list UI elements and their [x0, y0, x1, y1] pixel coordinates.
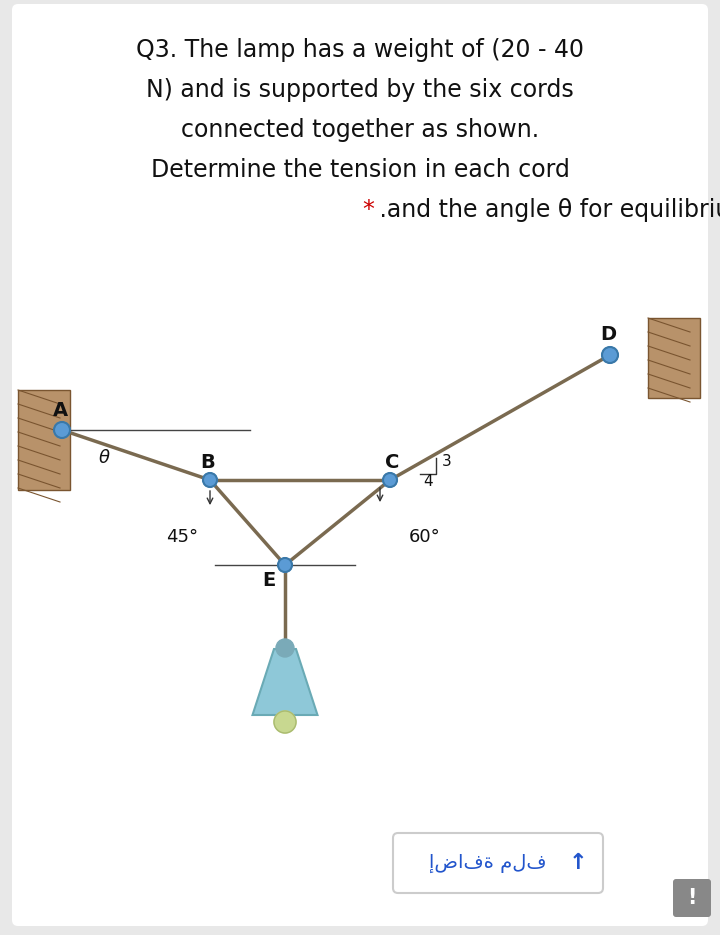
Polygon shape: [253, 649, 318, 715]
Text: θ: θ: [99, 449, 109, 467]
Text: N) and is supported by the six cords: N) and is supported by the six cords: [146, 78, 574, 102]
Circle shape: [274, 711, 296, 733]
Text: Q3. The lamp has a weight of (20 - 40: Q3. The lamp has a weight of (20 - 40: [136, 38, 584, 62]
Text: 45°: 45°: [166, 528, 198, 546]
Circle shape: [383, 473, 397, 487]
Circle shape: [203, 473, 217, 487]
Text: C: C: [384, 453, 399, 471]
Text: connected together as shown.: connected together as shown.: [181, 118, 539, 142]
Text: إضافة ملف: إضافة ملف: [429, 854, 546, 872]
Text: E: E: [262, 571, 276, 591]
Bar: [18, 390, 70, 490]
Text: 4: 4: [423, 474, 433, 490]
Text: 60°: 60°: [409, 528, 441, 546]
Bar: [648, 318, 700, 398]
Text: D: D: [600, 325, 616, 344]
Text: !: !: [688, 888, 697, 908]
Text: *: *: [362, 198, 374, 222]
Text: A: A: [53, 400, 68, 420]
FancyBboxPatch shape: [12, 4, 708, 926]
Text: B: B: [201, 453, 215, 471]
Circle shape: [54, 422, 70, 438]
FancyBboxPatch shape: [393, 833, 603, 893]
Circle shape: [602, 347, 618, 363]
Circle shape: [276, 639, 294, 657]
Text: ↑: ↑: [569, 853, 588, 873]
FancyBboxPatch shape: [673, 879, 711, 917]
Circle shape: [278, 558, 292, 572]
Text: .and the angle θ for equilibrium: .and the angle θ for equilibrium: [372, 198, 720, 222]
Text: 3: 3: [442, 454, 451, 469]
Text: Determine the tension in each cord: Determine the tension in each cord: [150, 158, 570, 182]
